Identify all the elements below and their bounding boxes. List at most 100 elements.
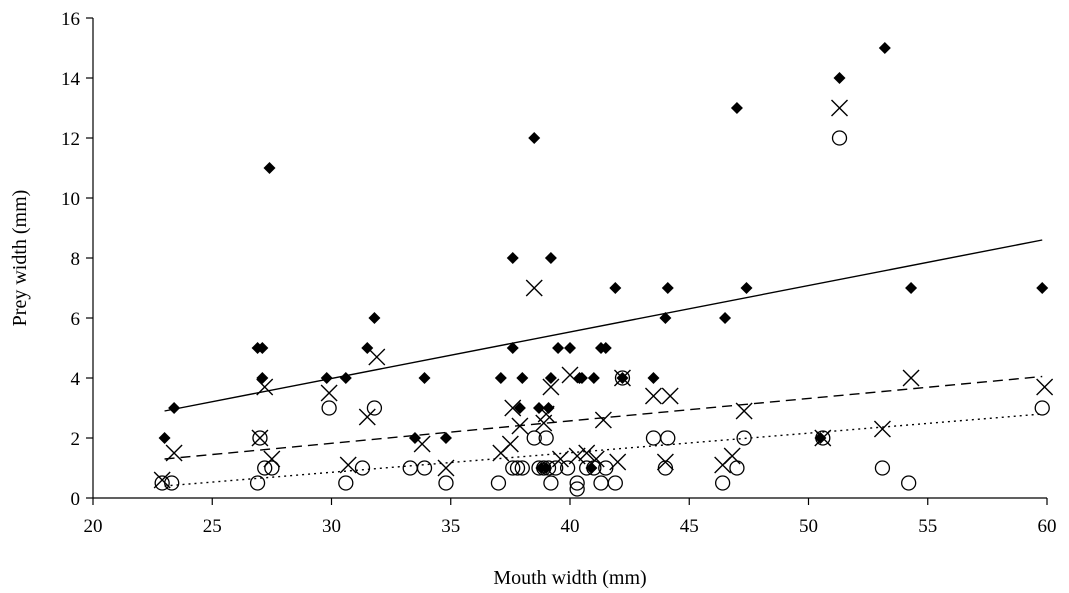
- trendline-solid: [164, 239, 1043, 412]
- diamond-point: [256, 342, 269, 354]
- x-tick-label: 25: [203, 516, 222, 537]
- diamond-point: [544, 372, 557, 384]
- diamond-point: [585, 462, 598, 474]
- diamond-point: [730, 102, 743, 114]
- diamond-point: [513, 402, 526, 414]
- x-point: [661, 387, 679, 405]
- diamond-point: [368, 312, 381, 324]
- axes: 0 2 4 6 8 10 12 14 16 20 25 30 35 40 45 50 55 60: [61, 9, 1057, 537]
- x-axis-label: Mouth width (mm): [493, 567, 646, 589]
- circle-point: [598, 460, 614, 476]
- circle-point: [714, 475, 731, 491]
- circle-point: [559, 460, 576, 476]
- diamond-point: [506, 342, 519, 354]
- circle-point: [815, 430, 831, 446]
- diamond-point: [659, 312, 672, 324]
- x-point: [587, 450, 605, 468]
- diamond-point: [320, 372, 333, 384]
- x-point: [656, 453, 674, 471]
- y-tick-label: 0: [71, 489, 81, 510]
- circle-point: [736, 430, 752, 446]
- x-point: [594, 411, 612, 429]
- x-point: [644, 387, 662, 405]
- y-tick-label: 6: [71, 309, 81, 330]
- x-point: [525, 279, 543, 297]
- diamond-point: [528, 132, 541, 144]
- circle-point: [509, 460, 526, 476]
- x-point: [873, 420, 891, 438]
- diamond-point: [647, 372, 660, 384]
- diamond-point: [408, 432, 421, 444]
- circle-point: [1034, 400, 1050, 416]
- circle-point: [354, 460, 371, 476]
- circle-point: [660, 430, 676, 446]
- diamond-point: [544, 252, 557, 264]
- circle-point: [614, 370, 631, 386]
- x-tick-label: 40: [561, 516, 580, 537]
- x-point: [511, 417, 529, 435]
- x-point: [165, 444, 183, 462]
- diamond-point: [439, 432, 452, 444]
- diamond-point: [661, 282, 674, 294]
- diamond-point: [168, 402, 181, 414]
- x-tick-label: 55: [918, 516, 937, 537]
- x-point: [1036, 378, 1054, 396]
- x-tick-label: 50: [799, 516, 818, 537]
- circle-point: [645, 430, 662, 446]
- trendline-dashed: [164, 375, 1043, 460]
- circle-point: [505, 460, 521, 476]
- diamond-point: [814, 432, 827, 444]
- y-tick-label: 16: [61, 9, 80, 30]
- diamond-point: [542, 402, 555, 414]
- circle-point: [416, 460, 433, 476]
- circle-point: [402, 460, 418, 476]
- diamond-point: [506, 252, 519, 264]
- circle-point: [548, 460, 564, 476]
- circle-point: [338, 475, 354, 491]
- diamond-point: [158, 432, 171, 444]
- x-point: [251, 429, 269, 447]
- diamond-point: [575, 372, 588, 384]
- x-point: [735, 402, 753, 420]
- x-point: [256, 378, 274, 396]
- x-point: [358, 408, 376, 426]
- x-tick-label: 60: [1038, 516, 1057, 537]
- circle-point: [438, 475, 454, 491]
- circle-point: [366, 400, 383, 416]
- diamond-point: [418, 372, 431, 384]
- diamond-point: [719, 312, 732, 324]
- x-tick-label: 20: [84, 516, 103, 537]
- circle-point: [569, 475, 585, 491]
- trendlines: [164, 239, 1043, 487]
- y-tick-label: 10: [61, 189, 80, 210]
- circle-point: [257, 460, 273, 476]
- circle-point: [164, 475, 180, 491]
- circle-point: [540, 460, 557, 476]
- diamond-point: [339, 372, 352, 384]
- circle-point: [831, 130, 848, 146]
- circle-point: [264, 460, 280, 476]
- x-point: [537, 405, 555, 423]
- y-tick-label: 8: [71, 249, 81, 270]
- y-tick-label: 4: [71, 369, 81, 390]
- circle-point: [526, 430, 542, 446]
- x-point: [413, 435, 431, 453]
- circle-point: [586, 460, 602, 476]
- diamond-point: [1036, 282, 1049, 294]
- diamond-point: [878, 42, 891, 54]
- diamond-point: [516, 372, 529, 384]
- x-point: [339, 456, 357, 474]
- circle-point: [543, 475, 559, 491]
- circle-point: [579, 460, 595, 476]
- circle-point: [874, 460, 891, 476]
- circle-point: [901, 475, 917, 491]
- y-tick-label: 14: [61, 69, 81, 90]
- circle-point: [538, 430, 554, 446]
- circle-point: [249, 475, 266, 491]
- circle-point: [657, 460, 674, 476]
- trendline-dotted: [164, 413, 1043, 487]
- x-point: [368, 348, 386, 366]
- x-point: [609, 453, 627, 471]
- x-tick-label: 30: [322, 516, 341, 537]
- x-tick-label: 45: [680, 516, 699, 537]
